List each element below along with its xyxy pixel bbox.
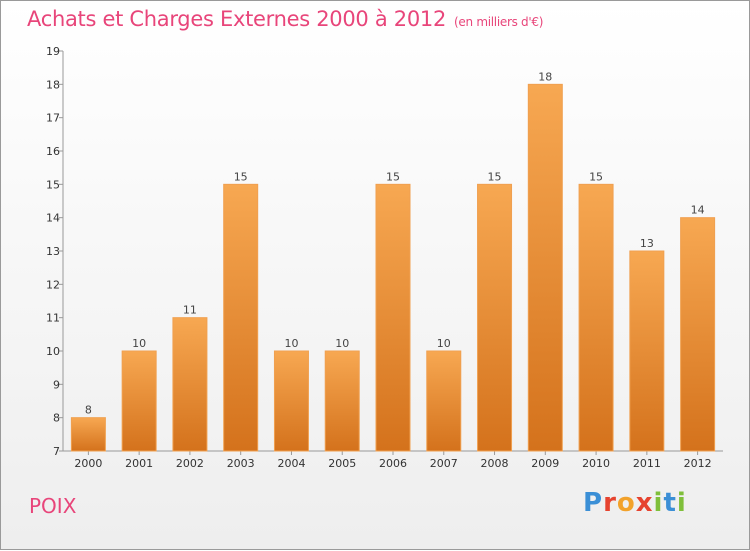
chart-title-text: Achats et Charges Externes 2000 à 2012 [27, 7, 447, 31]
bar-2002 [172, 317, 208, 452]
y-tick-label: 12 [46, 278, 60, 291]
y-tick-label: 9 [53, 378, 60, 391]
value-label-2001: 10 [132, 337, 146, 350]
x-tick-label-2004: 2004 [277, 457, 305, 470]
value-label-2005: 10 [335, 337, 349, 350]
bar-2001 [121, 350, 157, 452]
value-label-2000: 8 [85, 404, 92, 417]
x-tick-label-2005: 2005 [328, 457, 356, 470]
y-tick-label: 17 [46, 112, 60, 125]
bar-2011 [629, 250, 665, 452]
x-tick-label-2008: 2008 [481, 457, 509, 470]
bar-2012 [680, 217, 716, 452]
y-tick-label: 8 [53, 412, 60, 425]
chart-title: Achats et Charges Externes 2000 à 2012 (e… [27, 7, 543, 31]
y-tick-label: 7 [53, 445, 60, 458]
x-tick-label-2009: 2009 [531, 457, 559, 470]
chart-labels: 8 2000 10 2001 11 2002 15 2003 10 2004 10 2005 15 200… [74, 70, 711, 470]
y-tick-label: 14 [46, 212, 60, 225]
y-tick-label: 11 [46, 312, 60, 325]
proxiti-logo: Proxiti [583, 488, 687, 518]
x-tick-label-2001: 2001 [125, 457, 153, 470]
value-label-2006: 15 [386, 170, 400, 183]
bar-2005 [324, 350, 360, 452]
x-tick-label-2011: 2011 [633, 457, 661, 470]
value-label-2011: 13 [640, 237, 654, 250]
bar-2004 [273, 350, 309, 452]
bar-2010 [578, 183, 614, 452]
x-tick-label-2000: 2000 [74, 457, 102, 470]
y-tick-label: 13 [46, 245, 60, 258]
x-tick-label-2007: 2007 [430, 457, 458, 470]
y-tick-label: 15 [46, 178, 60, 191]
place-name: POIX [29, 494, 77, 518]
bar-2003 [223, 183, 259, 452]
value-label-2008: 15 [488, 170, 502, 183]
y-tick-label: 18 [46, 78, 60, 91]
x-tick-label-2006: 2006 [379, 457, 407, 470]
x-tick-label-2003: 2003 [227, 457, 255, 470]
bar-2007 [426, 350, 462, 452]
bar-2009 [527, 83, 563, 452]
value-label-2009: 18 [538, 70, 552, 83]
y-tick-label: 19 [46, 45, 60, 58]
value-label-2002: 11 [183, 304, 197, 317]
x-tick-label-2012: 2012 [684, 457, 712, 470]
chart-bars [70, 83, 716, 452]
x-tick-label-2002: 2002 [176, 457, 204, 470]
value-label-2003: 15 [234, 170, 248, 183]
value-label-2010: 15 [589, 170, 603, 183]
value-label-2012: 14 [691, 204, 705, 217]
y-tick-label: 10 [46, 345, 60, 358]
y-tick-label: 16 [46, 145, 60, 158]
bar-2008 [477, 183, 513, 452]
bar-2000 [70, 417, 106, 452]
x-tick-label-2010: 2010 [582, 457, 610, 470]
value-label-2004: 10 [284, 337, 298, 350]
bar-2006 [375, 183, 411, 452]
value-label-2007: 10 [437, 337, 451, 350]
chart-subtitle: (en milliers d'€) [454, 15, 544, 29]
